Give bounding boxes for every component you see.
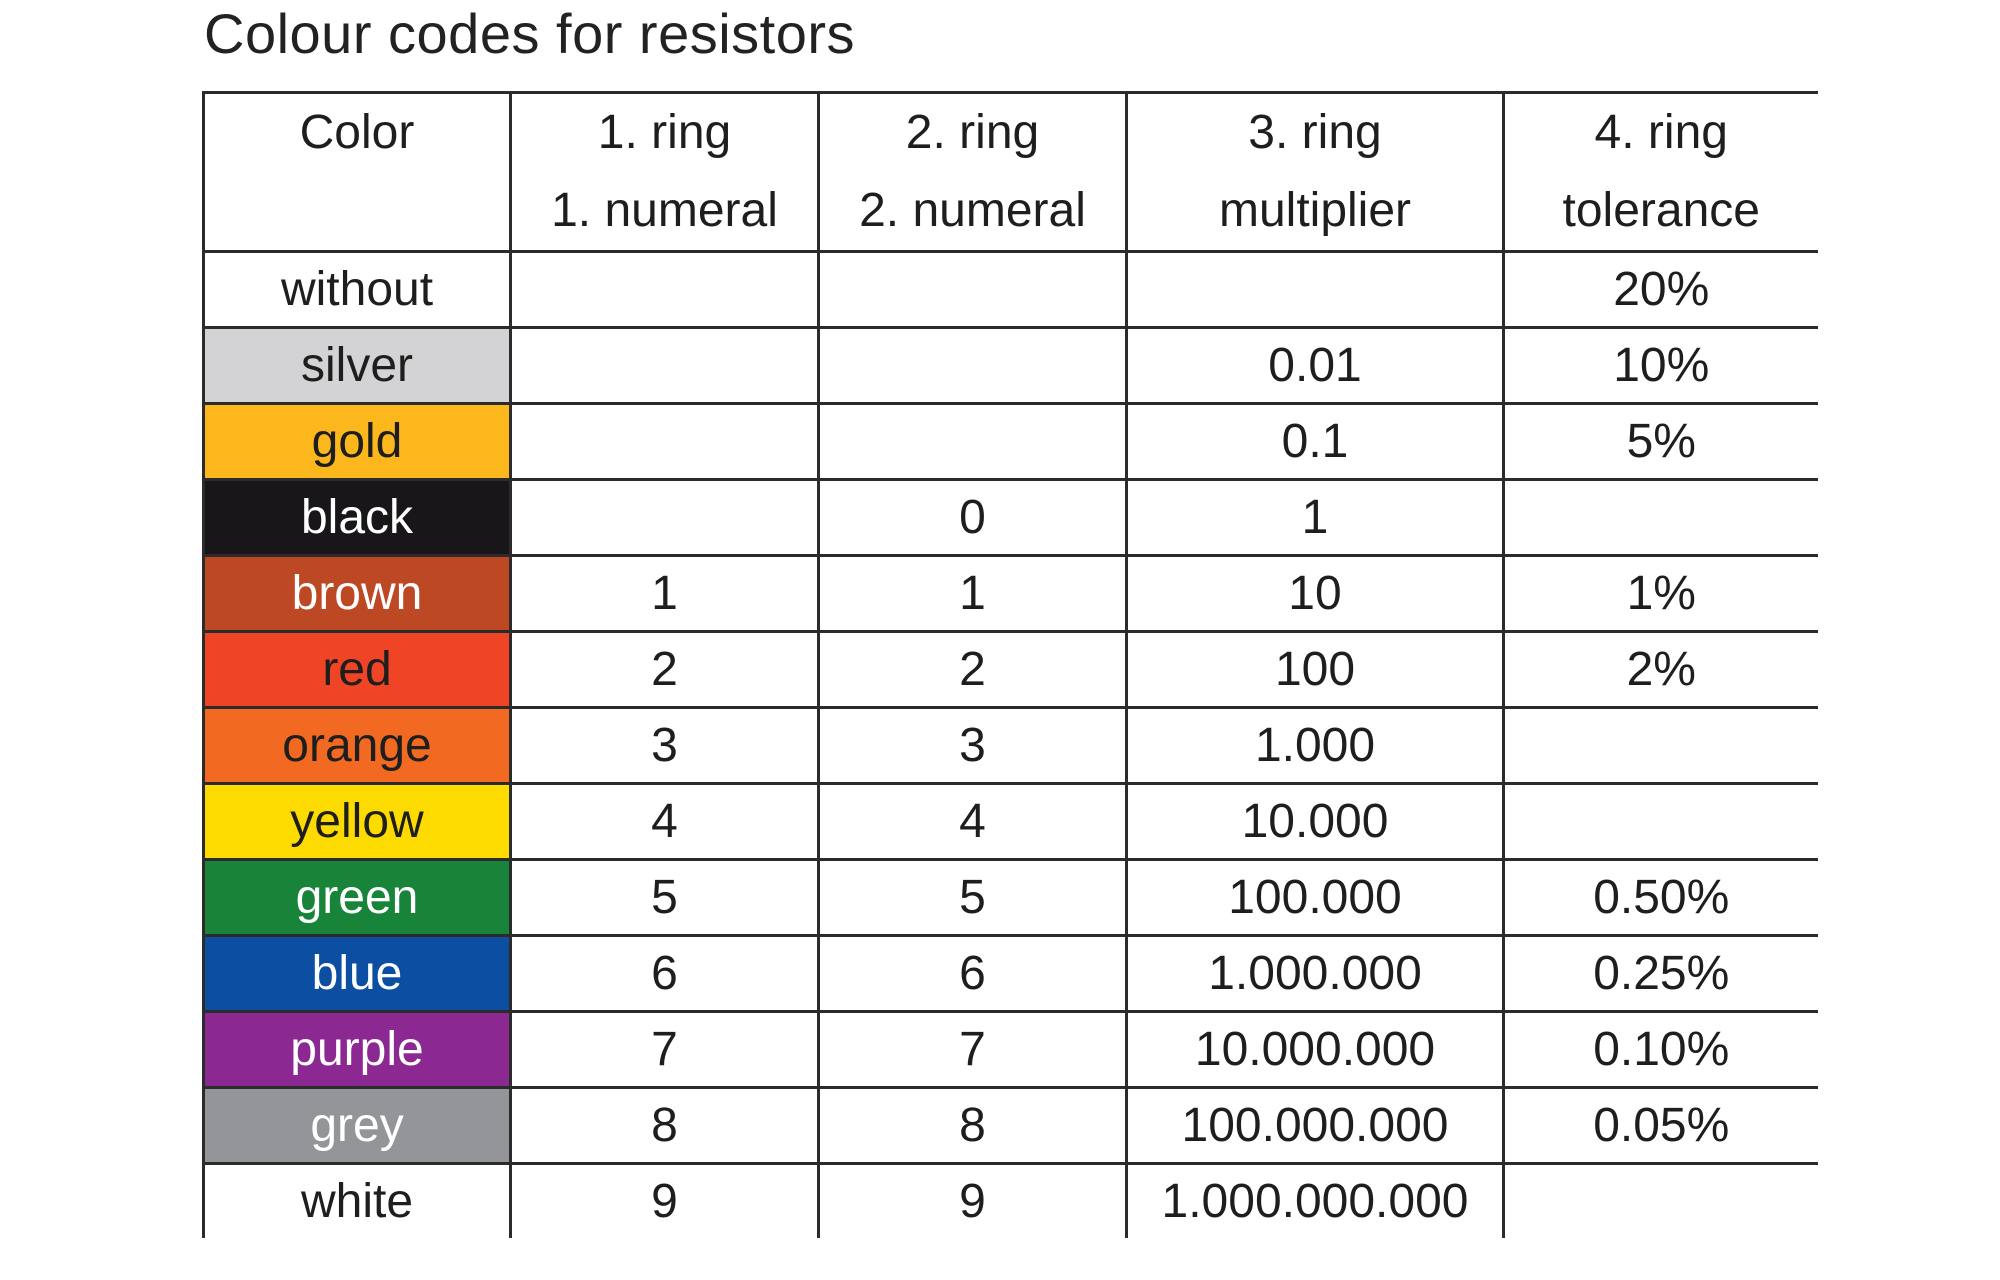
color-cell: purple bbox=[202, 1010, 512, 1089]
color-cell: without bbox=[202, 250, 512, 329]
header-ring3-line1: 3. ring bbox=[1248, 106, 1382, 159]
tolerance-cell: 0.10% bbox=[1502, 1010, 1818, 1089]
header-ring1: 1. ring 1. numeral bbox=[509, 91, 820, 253]
ring1-numeral-cell bbox=[509, 326, 820, 405]
tolerance-cell: 20% bbox=[1502, 250, 1818, 329]
color-cell: gold bbox=[202, 402, 512, 481]
ring1-numeral-cell: 9 bbox=[509, 1162, 820, 1238]
header-ring2-line1: 2. ring bbox=[905, 106, 1040, 159]
header-ring1-line2: 1. numeral bbox=[551, 184, 778, 237]
ring1-numeral-cell: 4 bbox=[509, 782, 820, 861]
ring2-numeral-cell bbox=[817, 402, 1128, 481]
ring1-numeral-cell bbox=[509, 250, 820, 329]
color-cell: blue bbox=[202, 934, 512, 1013]
table-row: silver 0.01 10% bbox=[202, 326, 1818, 405]
table-row: yellow 4 4 10.000 bbox=[202, 782, 1818, 861]
table-row: gold 0.1 5% bbox=[202, 402, 1818, 481]
tolerance-cell: 0.25% bbox=[1502, 934, 1818, 1013]
ring1-numeral-cell: 7 bbox=[509, 1010, 820, 1089]
ring1-numeral-cell bbox=[509, 402, 820, 481]
table-row: brown 1 1 10 1% bbox=[202, 554, 1818, 633]
ring2-numeral-cell: 3 bbox=[817, 706, 1128, 785]
tolerance-cell: 2% bbox=[1502, 630, 1818, 709]
table-row: green 5 5 100.000 0.50% bbox=[202, 858, 1818, 937]
header-ring2: 2. ring 2. numeral bbox=[817, 91, 1128, 253]
table-header-row: Color 1. ring 1. numeral 2. ring 2. nume… bbox=[202, 91, 1818, 253]
ring2-numeral-cell: 0 bbox=[817, 478, 1128, 557]
table-body: without 20% silver 0.01 10% gold 0.1 5% black 0 1 b… bbox=[202, 250, 1818, 1238]
table-row: black 0 1 bbox=[202, 478, 1818, 557]
ring2-numeral-cell: 4 bbox=[817, 782, 1128, 861]
table-row: white 9 9 1.000.000.000 bbox=[202, 1162, 1818, 1238]
ring1-numeral-cell: 1 bbox=[509, 554, 820, 633]
header-ring2-line2: 2. numeral bbox=[859, 184, 1086, 237]
color-cell: orange bbox=[202, 706, 512, 785]
table-row: grey 8 8 100.000.000 0.05% bbox=[202, 1086, 1818, 1165]
header-color: Color bbox=[202, 91, 512, 253]
tolerance-cell: 0.05% bbox=[1502, 1086, 1818, 1165]
tolerance-cell: 5% bbox=[1502, 402, 1818, 481]
multiplier-cell: 10.000.000 bbox=[1125, 1010, 1505, 1089]
ring2-numeral-cell: 8 bbox=[817, 1086, 1128, 1165]
header-ring1-line1: 1. ring bbox=[597, 106, 732, 159]
header-color-line1: Color bbox=[299, 106, 415, 159]
multiplier-cell: 100 bbox=[1125, 630, 1505, 709]
ring2-numeral-cell: 7 bbox=[817, 1010, 1128, 1089]
color-cell: red bbox=[202, 630, 512, 709]
tolerance-cell: 1% bbox=[1502, 554, 1818, 633]
ring2-numeral-cell bbox=[817, 326, 1128, 405]
ring1-numeral-cell: 5 bbox=[509, 858, 820, 937]
tolerance-cell bbox=[1502, 782, 1818, 861]
ring2-numeral-cell: 9 bbox=[817, 1162, 1128, 1238]
ring2-numeral-cell: 1 bbox=[817, 554, 1128, 633]
tolerance-cell bbox=[1502, 706, 1818, 785]
ring2-numeral-cell: 2 bbox=[817, 630, 1128, 709]
tolerance-cell: 0.50% bbox=[1502, 858, 1818, 937]
multiplier-cell: 0.1 bbox=[1125, 402, 1505, 481]
multiplier-cell: 1.000.000 bbox=[1125, 934, 1505, 1013]
multiplier-cell: 100.000 bbox=[1125, 858, 1505, 937]
color-cell: brown bbox=[202, 554, 512, 633]
header-ring3-line2: multiplier bbox=[1218, 184, 1412, 237]
multiplier-cell bbox=[1125, 250, 1505, 329]
ring2-numeral-cell bbox=[817, 250, 1128, 329]
color-cell: yellow bbox=[202, 782, 512, 861]
resistor-color-code-table: Color 1. ring 1. numeral 2. ring 2. nume… bbox=[202, 91, 1818, 1238]
table-row: blue 6 6 1.000.000 0.25% bbox=[202, 934, 1818, 1013]
multiplier-cell: 1 bbox=[1125, 478, 1505, 557]
multiplier-cell: 1.000.000.000 bbox=[1125, 1162, 1505, 1238]
page-title: Colour codes for resistors bbox=[204, 2, 856, 65]
color-cell: silver bbox=[202, 326, 512, 405]
ring1-numeral-cell: 2 bbox=[509, 630, 820, 709]
multiplier-cell: 1.000 bbox=[1125, 706, 1505, 785]
color-cell: green bbox=[202, 858, 512, 937]
header-ring3: 3. ring multiplier bbox=[1125, 91, 1505, 253]
tolerance-cell: 10% bbox=[1502, 326, 1818, 405]
ring2-numeral-cell: 6 bbox=[817, 934, 1128, 1013]
tolerance-cell bbox=[1502, 1162, 1818, 1238]
multiplier-cell: 0.01 bbox=[1125, 326, 1505, 405]
multiplier-cell: 10 bbox=[1125, 554, 1505, 633]
color-cell: grey bbox=[202, 1086, 512, 1165]
ring1-numeral-cell: 8 bbox=[509, 1086, 820, 1165]
header-ring4: 4. ring tolerance bbox=[1502, 91, 1818, 253]
ring2-numeral-cell: 5 bbox=[817, 858, 1128, 937]
table-row: without 20% bbox=[202, 250, 1818, 329]
ring1-numeral-cell: 6 bbox=[509, 934, 820, 1013]
color-cell: white bbox=[202, 1162, 512, 1238]
table-row: purple 7 7 10.000.000 0.10% bbox=[202, 1010, 1818, 1089]
multiplier-cell: 100.000.000 bbox=[1125, 1086, 1505, 1165]
color-cell: black bbox=[202, 478, 512, 557]
header-ring4-line2: tolerance bbox=[1562, 184, 1760, 237]
multiplier-cell: 10.000 bbox=[1125, 782, 1505, 861]
table-row: red 2 2 100 2% bbox=[202, 630, 1818, 709]
tolerance-cell bbox=[1502, 478, 1818, 557]
ring1-numeral-cell bbox=[509, 478, 820, 557]
header-ring4-line1: 4. ring bbox=[1594, 106, 1728, 159]
ring1-numeral-cell: 3 bbox=[509, 706, 820, 785]
table-row: orange 3 3 1.000 bbox=[202, 706, 1818, 785]
